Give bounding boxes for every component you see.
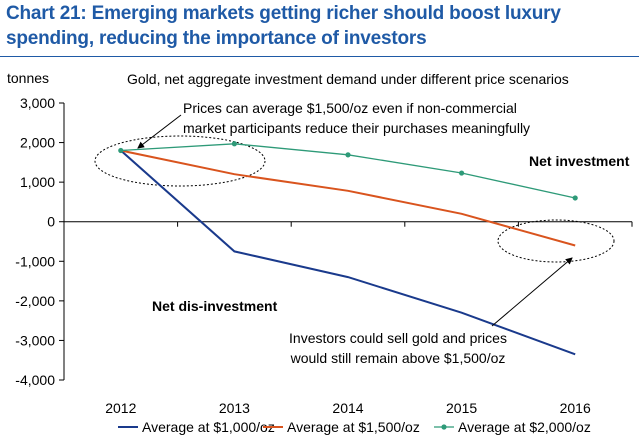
y-tick-label: 1,000 [20,174,55,190]
series-3-point [231,141,237,147]
y-axis-label: tonnes [7,70,49,86]
y-tick-label: 2,000 [20,135,55,151]
series-3-point [572,195,578,201]
annotation-bottom-line: Investors could sell gold and prices [289,330,507,346]
series-3-point [459,170,465,176]
annotation-arrow-top [137,114,182,149]
series-3-point [345,152,351,158]
title-divider [0,56,639,57]
net-investment-label: Net investment [529,153,630,169]
chart-title-line-1: Chart 21: Emerging markets getting riche… [6,3,561,24]
legend-label-1: Average at $1,000/oz [142,419,275,435]
y-tick-label: -1,000 [15,253,55,269]
annotation-bottom-line: would still remain above $1,500/oz [290,350,506,366]
annotation-top-line: market participants reduce their purchas… [183,120,530,136]
annotation-top-line: Prices can average $1,500/oz even if non… [183,100,517,116]
y-tick-label: 0 [47,214,55,230]
annotation-arrow-bottom [491,257,573,327]
x-tick-label: 2015 [446,400,477,416]
chart-subtitle: Gold, net aggregate investment demand un… [127,71,569,87]
series-line-1 [120,149,576,356]
highlight-ellipse-2012 [94,135,266,187]
legend-label-3: Average at $2,000/oz [458,419,591,435]
y-tick-label: 3,000 [20,95,55,111]
x-tick-label: 2013 [219,400,250,416]
y-tick-label: -3,000 [15,332,55,348]
y-tick-label: -2,000 [15,293,55,309]
legend-label-2: Average at $1,500/oz [287,419,420,435]
net-disinvestment-label: Net dis-investment [152,298,278,314]
legend-marker-3 [441,424,447,430]
x-tick-label: 2012 [105,400,136,416]
series-3-point [118,147,124,154]
highlight-ellipse-2016 [497,219,615,263]
y-tick-label: -4,000 [15,372,55,388]
series-line-2 [120,149,576,247]
x-tick-label: 2014 [332,400,363,416]
x-tick-label: 2016 [560,400,591,416]
chart-title-line-2: spending, reducing the importance of inv… [6,28,427,49]
